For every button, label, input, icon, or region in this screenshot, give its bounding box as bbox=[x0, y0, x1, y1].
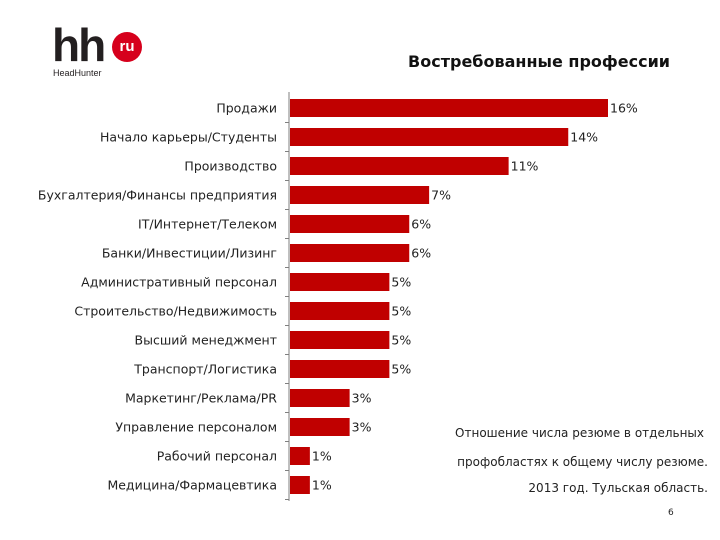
category-label: Медицина/Фармацевтика bbox=[107, 478, 277, 493]
page-number: 6 bbox=[668, 508, 674, 518]
bar bbox=[290, 273, 390, 291]
note-line-1: Отношение числа резюме в отдельных bbox=[455, 426, 704, 440]
category-label: Административный персонал bbox=[81, 275, 277, 290]
value-label: 6% bbox=[411, 217, 431, 232]
value-label: 5% bbox=[391, 362, 411, 377]
category-label: Продажи bbox=[216, 101, 277, 116]
note-line-2: профобластях к общему числу резюме. bbox=[457, 455, 708, 469]
logo-ru-badge: ru bbox=[112, 32, 142, 62]
value-label: 14% bbox=[570, 130, 598, 145]
bar bbox=[290, 447, 310, 465]
bar bbox=[290, 186, 430, 204]
value-label: 11% bbox=[511, 159, 539, 174]
category-label: Маркетинг/Реклама/PR bbox=[125, 391, 277, 406]
category-label: Начало карьеры/Студенты bbox=[100, 130, 277, 145]
note-line-3: 2013 год. Тульская область. bbox=[528, 481, 708, 495]
category-label: Бухгалтерия/Финансы предприятия bbox=[38, 188, 277, 203]
category-label: Производство bbox=[184, 159, 277, 174]
category-label: Банки/Инвестиции/Лизинг bbox=[102, 246, 277, 261]
value-label: 1% bbox=[312, 449, 332, 464]
bar bbox=[290, 302, 390, 320]
value-label: 7% bbox=[431, 188, 451, 203]
logo-hh-text: hh bbox=[52, 19, 106, 71]
bar bbox=[290, 128, 569, 146]
category-label: Транспорт/Логистика bbox=[133, 362, 277, 377]
bar bbox=[290, 244, 410, 262]
bar bbox=[290, 157, 509, 175]
category-label: IT/Интернет/Телеком bbox=[138, 217, 277, 232]
category-label: Рабочий персонал bbox=[157, 449, 277, 464]
value-label: 6% bbox=[411, 246, 431, 261]
value-label: 5% bbox=[391, 275, 411, 290]
bar bbox=[290, 476, 310, 494]
value-label: 5% bbox=[391, 304, 411, 319]
category-label: Управление персоналом bbox=[115, 420, 277, 435]
value-label: 3% bbox=[352, 420, 372, 435]
chart-title: Востребованные профессии bbox=[408, 52, 670, 71]
category-label: Строительство/Недвижимость bbox=[74, 304, 277, 319]
bar bbox=[290, 215, 410, 233]
value-label: 3% bbox=[352, 391, 372, 406]
value-label: 5% bbox=[391, 333, 411, 348]
bar bbox=[290, 418, 350, 436]
category-label: Высший менеджмент bbox=[135, 333, 277, 348]
bar bbox=[290, 331, 390, 349]
logo-subtitle: HeadHunter bbox=[53, 68, 102, 78]
headhunter-logo: hh ru HeadHunter bbox=[52, 22, 152, 84]
bar bbox=[290, 99, 608, 117]
bar bbox=[290, 360, 390, 378]
value-label: 1% bbox=[312, 478, 332, 493]
value-label: 16% bbox=[610, 101, 638, 116]
bar bbox=[290, 389, 350, 407]
